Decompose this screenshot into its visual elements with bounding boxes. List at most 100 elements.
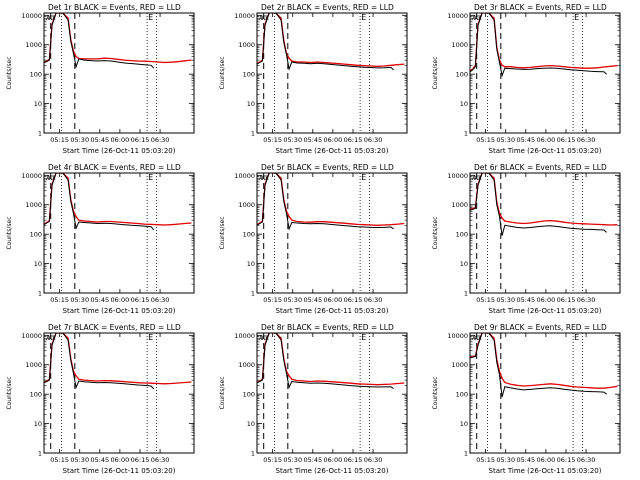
y-axis-label: Counts/sec [432, 56, 439, 89]
plot-frame [256, 12, 408, 134]
y-tick-label: 10 [247, 260, 255, 268]
attenuator-label: A0 [46, 175, 54, 182]
x-tick-label: 06:15 [557, 136, 576, 144]
attenuator-label: A1 [261, 175, 269, 182]
x-axis-label: Start Time (26-Oct-11 05:03:20) [489, 307, 602, 315]
y-tick-label: 1 [38, 130, 42, 138]
plot-frame [469, 332, 621, 454]
y-axis-label: Counts/sec [219, 56, 226, 89]
y-tick-label: 10000 [21, 172, 42, 180]
x-tick-label: 06:15 [557, 296, 576, 304]
y-tick-label: 10000 [234, 12, 255, 20]
attenuator-label: A1 [48, 15, 56, 22]
x-tick-label: 05:30 [70, 456, 89, 464]
x-axis-label: Start Time (26-Oct-11 05:03:20) [489, 147, 602, 155]
y-tick-label: 1000 [451, 201, 468, 209]
y-tick-label: 1000 [451, 41, 468, 49]
detector-panel-4: Det 4r BLACK = Events, RED = LLD Counts/s… [6, 163, 195, 315]
x-tick-label: 06:30 [364, 296, 383, 304]
x-tick-label: 05:30 [283, 296, 302, 304]
lld-series-line [44, 13, 192, 64]
y-axis-label: Counts/sec [6, 56, 13, 89]
x-tick-label: 06:30 [151, 296, 170, 304]
y-tick-label: 1 [464, 450, 468, 458]
x-tick-label: 05:15 [50, 136, 69, 144]
y-tick-label: 1 [251, 290, 255, 298]
lld-series-line [257, 13, 405, 67]
x-tick-label: 05:45 [516, 296, 535, 304]
x-tick-label: 06:00 [111, 296, 130, 304]
y-axis-label: Counts/sec [432, 376, 439, 409]
x-tick-label: 05:45 [303, 456, 322, 464]
x-tick-label: 05:30 [496, 136, 515, 144]
y-axis-label: Counts/sec [6, 376, 13, 409]
plot-frame [43, 172, 195, 294]
x-axis-label: Start Time (26-Oct-11 05:03:20) [276, 307, 389, 315]
detector-panel-8: Det 8r BLACK = Events, RED = LLD Counts/s… [219, 323, 408, 475]
y-tick-label: 10000 [447, 332, 468, 340]
x-tick-label: 05:15 [476, 136, 495, 144]
events-series-line [44, 13, 155, 69]
end-marker-label: E [574, 13, 579, 22]
y-tick-label: 1 [251, 450, 255, 458]
panel-title: Det 4r BLACK = Events, RED = LLD [48, 163, 181, 172]
x-tick-label: 06:00 [324, 136, 343, 144]
plot-frame [43, 332, 195, 454]
x-tick-label: 06:15 [344, 456, 363, 464]
x-axis-label: Start Time (26-Oct-11 05:03:20) [63, 307, 176, 315]
y-tick-label: 100 [456, 71, 468, 79]
x-tick-label: 05:30 [496, 456, 515, 464]
x-tick-label: 05:15 [50, 456, 69, 464]
x-tick-label: 05:45 [516, 456, 535, 464]
detector-panel-1: Det 1r BLACK = Events, RED = LLD Counts/s… [6, 3, 195, 155]
lld-series-line [470, 333, 618, 389]
x-tick-label: 06:30 [151, 136, 170, 144]
y-tick-label: 100 [30, 231, 42, 239]
end-marker-label: E [148, 173, 153, 182]
y-tick-label: 100 [30, 391, 42, 399]
y-axis-label: Counts/sec [219, 376, 226, 409]
x-tick-label: 05:30 [283, 136, 302, 144]
end-marker-label: E [574, 333, 579, 342]
attenuator-label: A0 [472, 175, 480, 182]
x-tick-label: 06:15 [344, 136, 363, 144]
y-tick-label: 10000 [21, 332, 42, 340]
y-tick-label: 1 [464, 130, 468, 138]
y-tick-label: 10000 [234, 172, 255, 180]
y-tick-label: 100 [456, 391, 468, 399]
panel-title: Det 5r BLACK = Events, RED = LLD [261, 163, 394, 172]
detector-panel-3: Det 3r BLACK = Events, RED = LLD Counts/s… [432, 3, 621, 155]
y-tick-label: 10000 [21, 12, 42, 20]
panel-title: Det 2r BLACK = Events, RED = LLD [261, 3, 394, 12]
x-tick-label: 05:15 [476, 456, 495, 464]
x-tick-label: 06:00 [537, 456, 556, 464]
series-group [470, 173, 618, 236]
attenuator-label: A1 [48, 335, 56, 342]
x-tick-label: 05:45 [90, 456, 109, 464]
y-tick-label: 10 [460, 100, 468, 108]
events-series-line [470, 333, 607, 398]
x-tick-label: 06:00 [111, 456, 130, 464]
series-group [44, 173, 192, 231]
series-group [257, 13, 405, 71]
series-group [470, 13, 618, 78]
y-tick-label: 10 [34, 260, 42, 268]
plot-frame [469, 172, 621, 294]
detector-panel-7: Det 7r BLACK = Events, RED = LLD Counts/s… [6, 323, 195, 475]
x-tick-label: 06:15 [344, 296, 363, 304]
detector-panel-5: Det 5r BLACK = Events, RED = LLD Counts/s… [219, 163, 408, 315]
x-axis-label: Start Time (26-Oct-11 05:03:20) [63, 147, 176, 155]
y-tick-label: 10 [34, 100, 42, 108]
x-tick-label: 06:00 [537, 136, 556, 144]
detector-panel-9: Det 9r BLACK = Events, RED = LLD Counts/s… [432, 323, 621, 475]
x-tick-label: 06:30 [577, 456, 596, 464]
y-tick-label: 10000 [447, 12, 468, 20]
y-tick-label: 100 [243, 231, 255, 239]
end-marker-label: E [148, 13, 153, 22]
panel-title: Det 6r BLACK = Events, RED = LLD [474, 163, 607, 172]
x-tick-label: 06:15 [131, 456, 150, 464]
x-axis-label: Start Time (26-Oct-11 05:03:20) [276, 147, 389, 155]
attenuator-label: A0 [259, 15, 267, 22]
attenuator-label: A1 [261, 335, 269, 342]
